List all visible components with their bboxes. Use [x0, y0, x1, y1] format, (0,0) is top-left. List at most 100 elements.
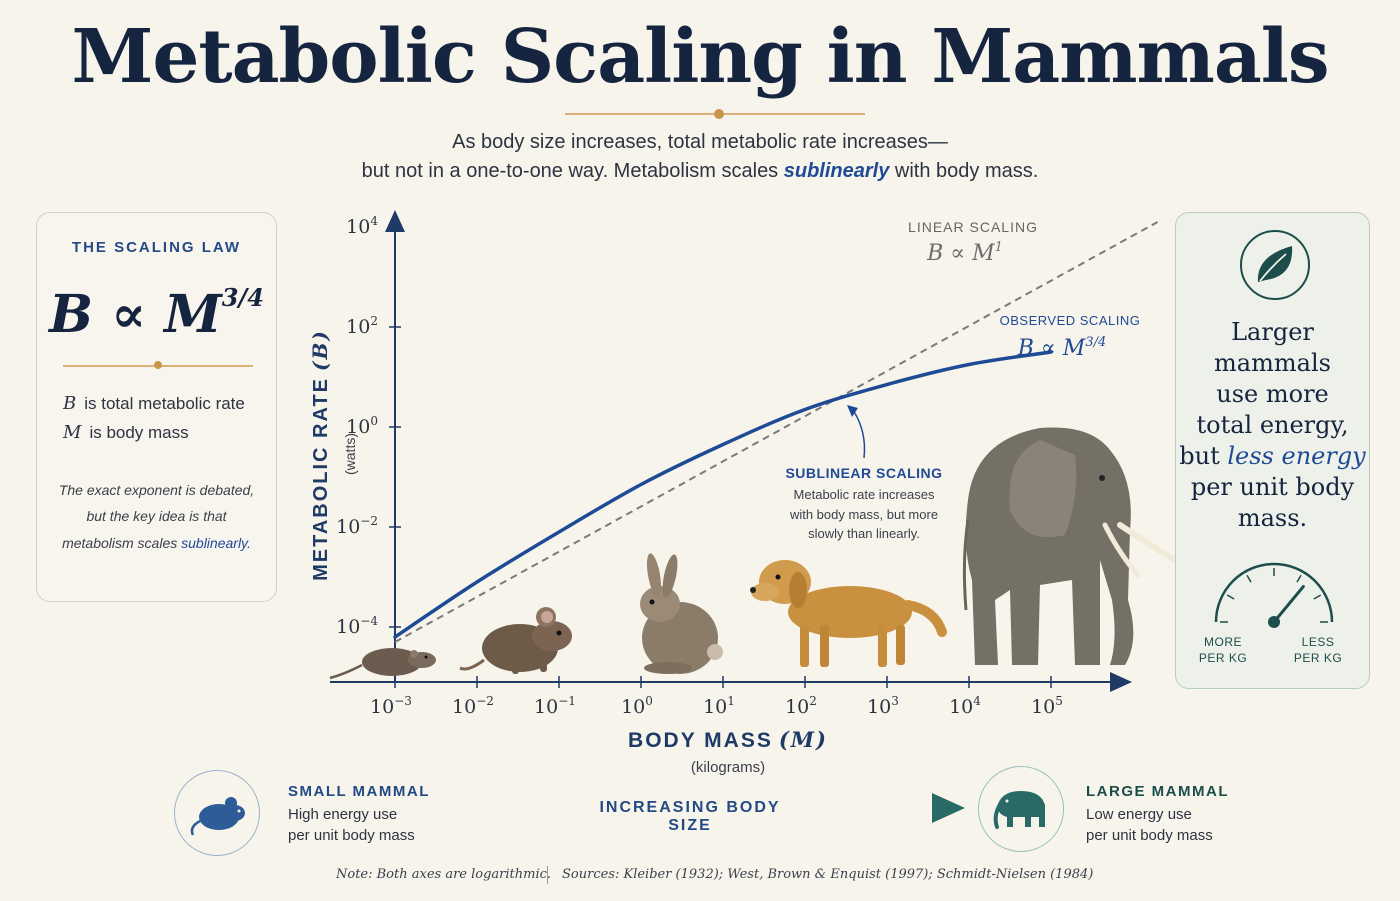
energy-line-1: Larger — [1231, 318, 1314, 346]
sublinear-annotation-line-2: with body mass, but more — [789, 507, 938, 522]
y-axis-title: METABOLIC RATE(B) — [308, 329, 332, 581]
gauge-right-label-2: PER KG — [1293, 651, 1343, 665]
y-axis-unit: (watts) — [342, 433, 358, 475]
energy-but: but — [1179, 442, 1228, 470]
law-note-end: . — [247, 535, 251, 551]
small-mammal-text-1: High energy use — [288, 806, 398, 823]
law-note-highlight: sublinearly — [181, 535, 248, 551]
footer-sources: Sources: Kleiber (1932); West, Brown & E… — [562, 867, 1094, 882]
annotation-pointer-head — [847, 405, 858, 417]
y-tick-label: 10−4 — [336, 614, 378, 638]
definition-b-text: is total metabolic rate — [84, 394, 245, 413]
subtitle-text-end: with body mass. — [889, 160, 1039, 182]
x-tick-label: 10−1 — [534, 694, 576, 718]
leaf-badge — [1240, 230, 1310, 300]
large-mammal-heading: LARGE MAMMAL — [1086, 783, 1229, 800]
size-arrow-label: INCREASING BODY SIZE — [578, 799, 802, 835]
symbol-b: B — [63, 393, 77, 414]
linear-scaling-label: LINEAR SCALING — [908, 219, 1038, 235]
gauge-tick — [1296, 574, 1302, 583]
symbol-m: M — [63, 422, 82, 443]
large-mammal-badge — [978, 766, 1064, 852]
law-note-line-1: The exact exponent is debated, — [58, 482, 255, 498]
law-note-line-3: metabolism scales sublinearly. — [37, 535, 276, 551]
rabbit-illustration — [640, 553, 723, 674]
small-mammal-heading: SMALL MAMMAL — [288, 783, 430, 800]
mouse-icon — [190, 797, 245, 836]
energy-gauge — [1214, 562, 1334, 628]
title-divider-dot — [714, 109, 724, 119]
x-axis-ticks: 10−3 10−2 10−1 100 101 102 103 104 105 — [370, 676, 1063, 718]
energy-line-2: mammals — [1214, 349, 1331, 377]
scaling-law-formula: B ∝ M3/4 — [37, 283, 276, 345]
scaling-law-heading: THE SCALING LAW — [71, 239, 242, 256]
dog-illustration — [750, 560, 947, 667]
energy-line-6: per unit body — [1190, 473, 1355, 501]
gauge-needle — [1272, 585, 1305, 624]
small-mammal-badge — [174, 770, 260, 856]
linear-scaling-formula: B ∝ M1 — [926, 240, 1003, 266]
energy-line-3: use more — [1216, 380, 1329, 408]
observed-scaling-label: OBSERVED SCALING — [1000, 313, 1141, 328]
sublinear-annotation-heading: SUBLINEAR SCALING — [785, 465, 942, 481]
energy-statement: Larger mammals use more total energy, bu… — [1176, 317, 1369, 534]
gauge-left-label-2: PER KG — [1198, 651, 1248, 665]
energy-line-5: but less energy — [1176, 441, 1369, 472]
large-mammal-text-1: Low energy use — [1086, 806, 1192, 823]
x-tick-label: 105 — [1031, 694, 1063, 718]
energy-line-4: total energy, — [1196, 411, 1349, 439]
subtitle-highlight: sublinearly — [783, 160, 890, 182]
observed-scaling-line — [393, 350, 1053, 639]
sublinear-annotation-line-3: slowly than linearly. — [808, 526, 920, 541]
x-tick-label: 10−3 — [370, 694, 412, 718]
linear-scaling-line — [394, 221, 1159, 643]
x-tick-label: 100 — [621, 694, 653, 718]
elephant-icon — [993, 791, 1045, 829]
energy-line-7: mass. — [1237, 504, 1308, 532]
x-axis-title: BODY MASS (M) — [628, 727, 828, 752]
subtitle-text: but not in a one-to-one way. Metabolism … — [361, 160, 784, 182]
y-tick-label: 102 — [346, 314, 378, 338]
formula-base: B ∝ M — [49, 284, 222, 345]
gauge-tick — [1246, 574, 1252, 583]
gauge-hub — [1268, 616, 1280, 628]
subtitle-line-2: but not in a one-to-one way. Metabolism … — [0, 160, 1400, 183]
observed-scaling-formula: B ∝ M3/4 — [1017, 335, 1107, 361]
gauge-left-label-1: MORE — [1204, 635, 1242, 649]
y-tick-label: 10−2 — [336, 514, 378, 538]
small-mammal-text-2: per unit body mass — [288, 827, 415, 844]
leaf-icon — [1257, 246, 1293, 282]
x-axis-unit: (kilograms) — [691, 759, 765, 776]
law-note-line-2: but the key idea is that — [86, 508, 227, 524]
gauge-tick — [1226, 594, 1235, 600]
x-tick-label: 104 — [949, 694, 981, 718]
law-divider-dot — [154, 361, 162, 369]
energy-card: Larger mammals use more total energy, bu… — [1175, 212, 1370, 689]
footer-divider — [547, 866, 548, 884]
subtitle-line-1: As body size increases, total metabolic … — [452, 131, 948, 153]
y-tick-label: 100 — [346, 414, 378, 438]
energy-emphasis: less energy — [1227, 442, 1366, 470]
x-tick-label: 101 — [703, 694, 735, 718]
gauge-right-label-1: LESS — [1301, 635, 1335, 649]
elephant-illustration — [962, 427, 1178, 665]
definition-m-text: is body mass — [89, 423, 189, 442]
x-tick-label: 103 — [867, 694, 899, 718]
page-title: Metabolic Scaling in Mammals — [71, 14, 1329, 100]
gauge-tick — [1313, 594, 1322, 600]
annotation-pointer — [852, 409, 866, 459]
mouse-illustration — [459, 607, 572, 674]
y-axis-ticks: 10−4 10−2 100 102 104 — [336, 214, 401, 638]
footer-note: Note: Both axes are logarithmic. — [336, 867, 552, 882]
formula-exponent: 3/4 — [221, 283, 264, 312]
x-tick-label: 102 — [785, 694, 817, 718]
x-tick-label: 10−2 — [452, 694, 494, 718]
law-note-text: metabolism scales — [62, 535, 182, 551]
sublinear-annotation-line-1: Metabolic rate increases — [794, 487, 935, 502]
shrew-illustration — [329, 648, 436, 680]
y-tick-label: 104 — [346, 214, 378, 238]
